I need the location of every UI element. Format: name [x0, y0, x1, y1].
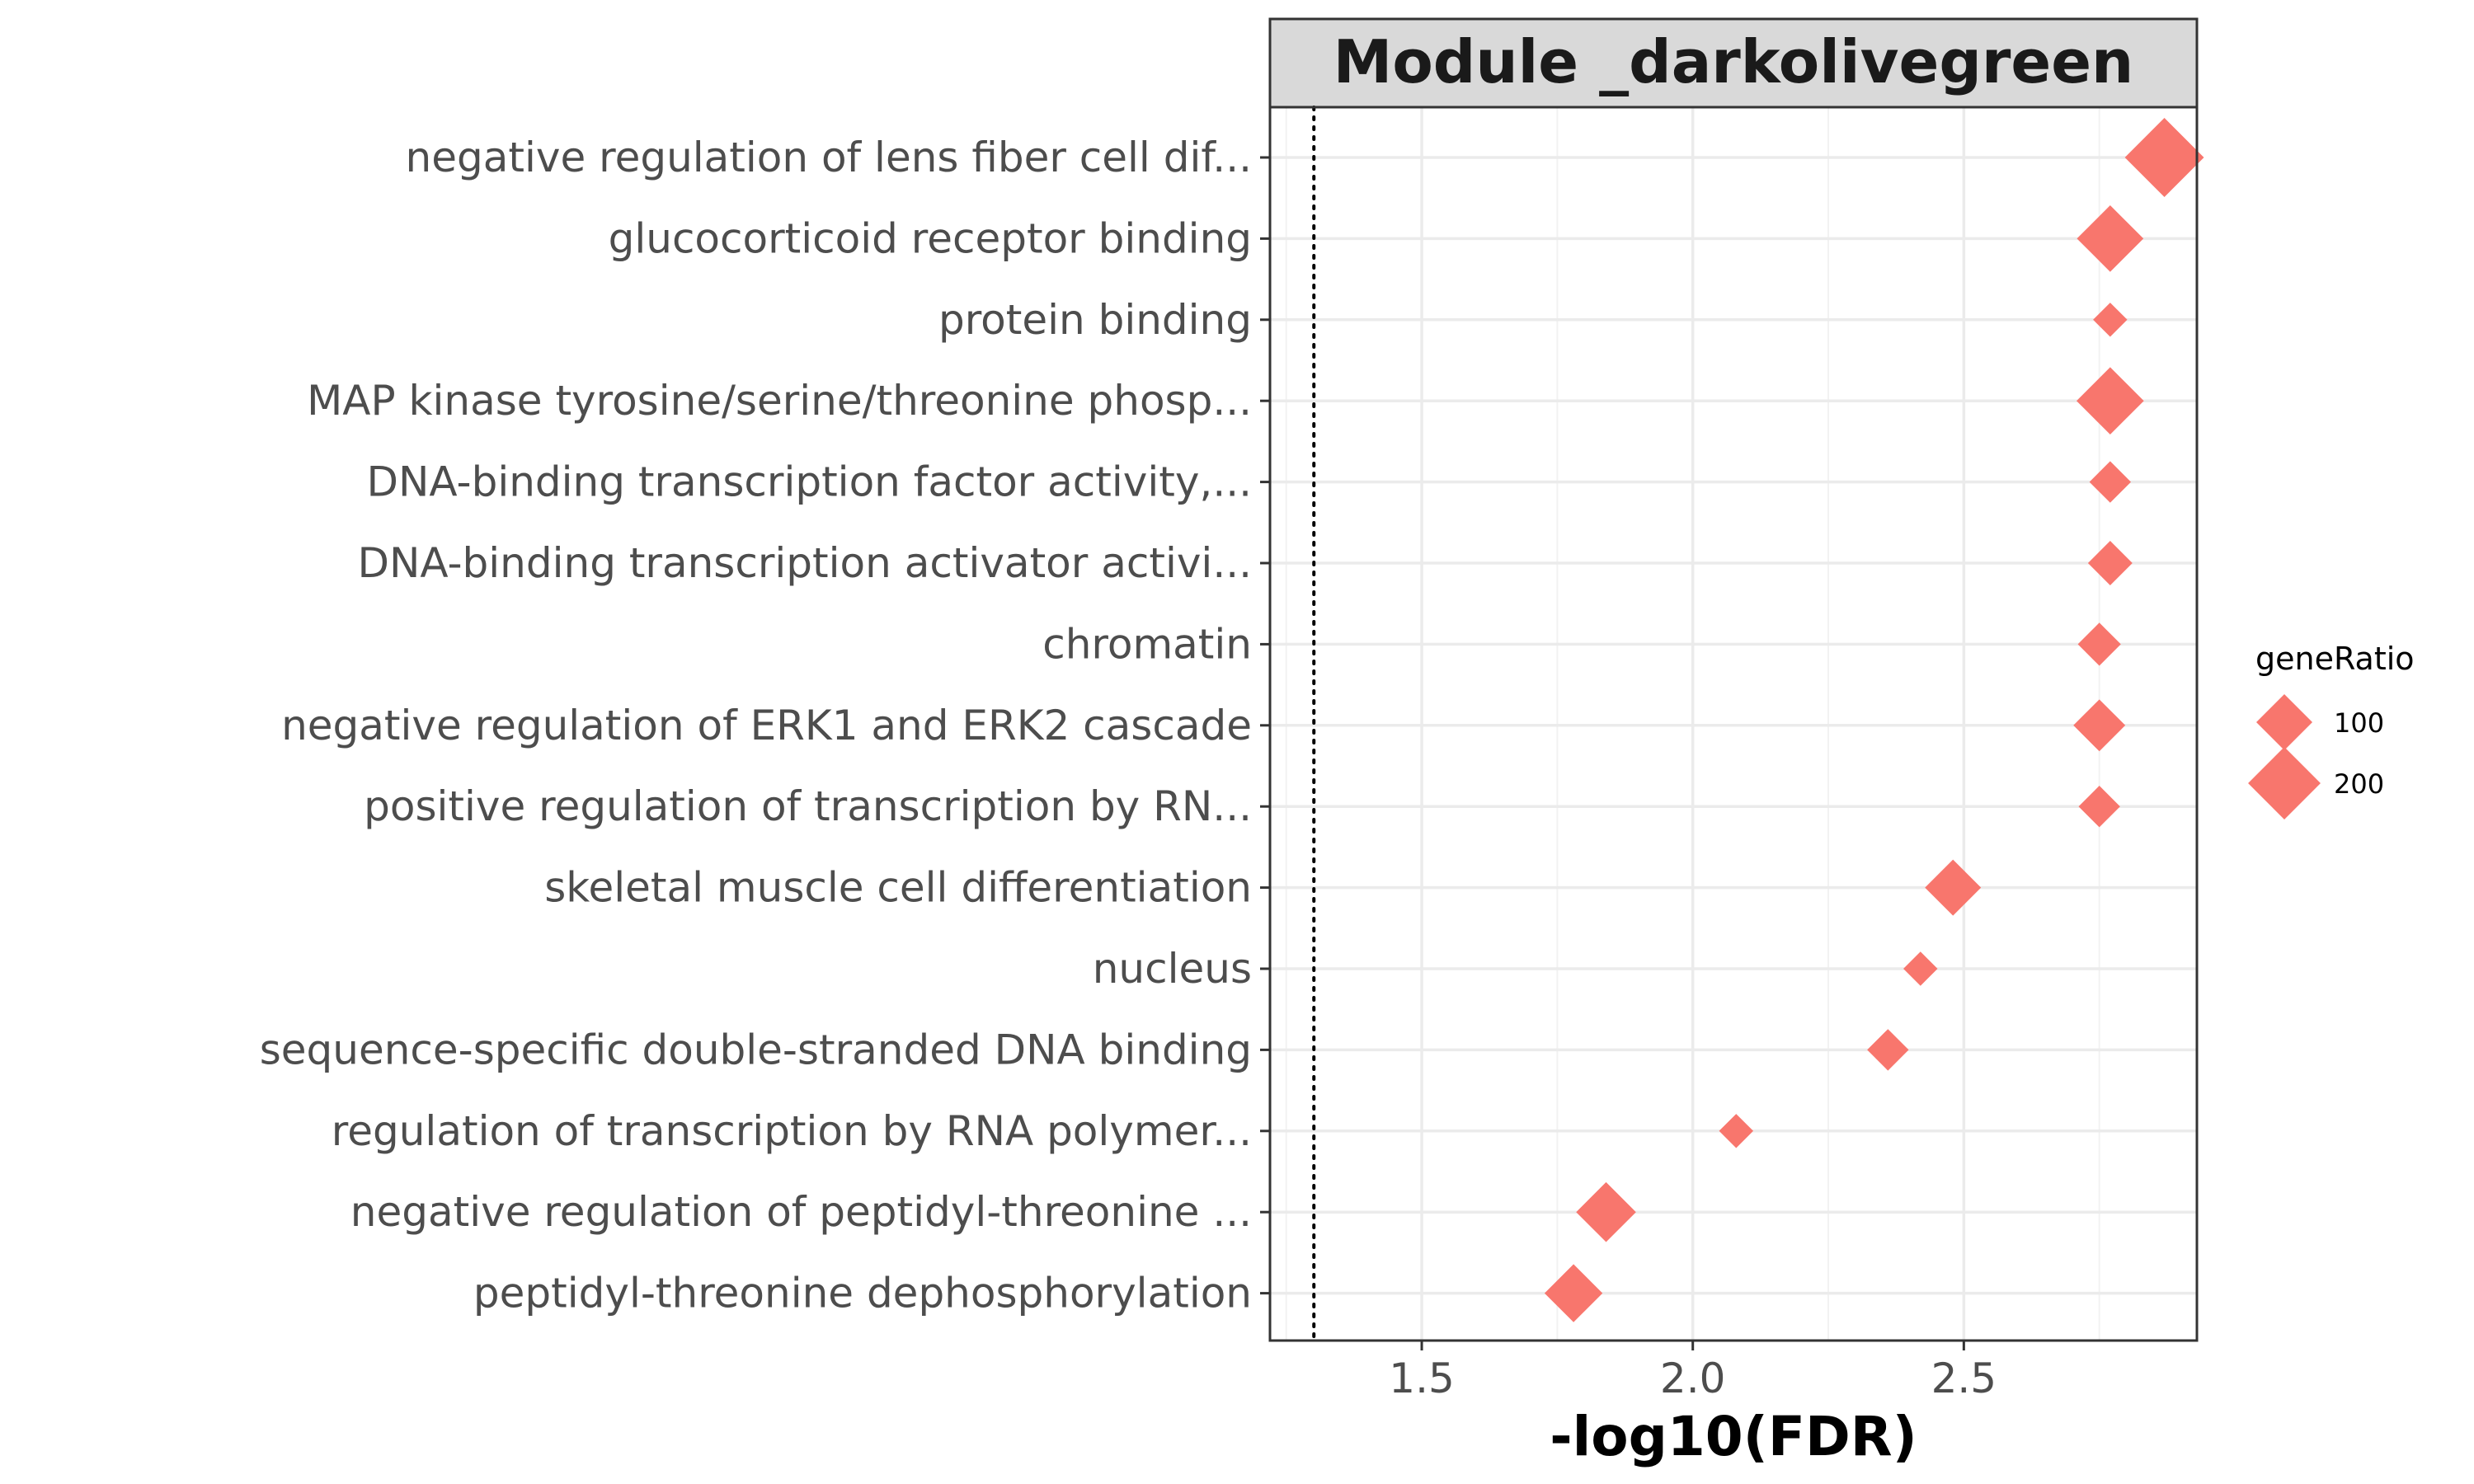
y-tick-label: nucleus [1093, 945, 1252, 993]
legend-label: 200 [2334, 768, 2384, 800]
legend-key [2256, 694, 2312, 750]
x-axis-label: -log10(FDR) [1550, 1405, 1917, 1468]
y-tick-label: negative regulation of peptidyl-threonin… [350, 1188, 1252, 1236]
data-point [1867, 1029, 1909, 1071]
data-point [1576, 1181, 1636, 1242]
facet-strip [1268, 17, 2199, 109]
y-tick-label: negative regulation of ERK1 and ERK2 cas… [281, 702, 1252, 749]
plot-panel [1270, 107, 2197, 1341]
data-point [2073, 699, 2126, 752]
y-tick-label: peptidyl-threonine dephosphorylation [473, 1270, 1252, 1317]
legend-label: 100 [2334, 707, 2384, 739]
data-point [1903, 951, 1938, 986]
data-point [2093, 303, 2128, 337]
y-tick-label: MAP kinase tyrosine/serine/threonine pho… [307, 377, 1252, 425]
y-tick-label: negative regulation of lens fiber cell d… [406, 134, 1252, 181]
data-point [2077, 622, 2121, 666]
data-point [2089, 461, 2132, 503]
grid-layer [1270, 107, 2197, 1341]
chart-title: Module _darkolivegreen [1333, 27, 2134, 96]
x-tick-label: 1.5 [1389, 1355, 1455, 1402]
y-tick-label: sequence-specific double-stranded DNA bi… [260, 1026, 1252, 1073]
y-tick-label: DNA-binding transcription factor activit… [367, 458, 1252, 506]
y-tick-label: chromatin [1042, 620, 1252, 668]
legend-title: geneRatio [2255, 641, 2415, 677]
y-tick-label: positive regulation of transcription by … [364, 782, 1252, 830]
data-point [1719, 1114, 1754, 1148]
legend-key [2248, 747, 2321, 819]
plot-panel-border [1268, 106, 2199, 1342]
data-point [2077, 205, 2144, 272]
data-point [1925, 859, 1982, 916]
y-tick-label: skeletal muscle cell differentiation [544, 864, 1252, 912]
x-axis: 1.5 2.0 2.5 [1389, 1341, 1997, 1402]
y-tick-label: regulation of transcription by RNA polym… [332, 1107, 1252, 1155]
y-tick-label: glucocorticoid receptor binding [609, 214, 1252, 262]
y-tick-label: protein binding [938, 296, 1252, 344]
data-point [2087, 541, 2133, 585]
x-tick-label: 2.0 [1660, 1355, 1726, 1402]
data-point [2078, 786, 2120, 828]
data-point [2077, 367, 2144, 435]
points-layer [1544, 118, 2204, 1322]
y-tick-label: DNA-binding transcription activator acti… [358, 539, 1253, 587]
data-point [2124, 118, 2204, 197]
legend: geneRatio 100 200 [2248, 641, 2415, 819]
data-point [1544, 1264, 1603, 1322]
y-axis: negative regulation of lens fiber cell d… [260, 134, 1270, 1317]
x-tick-label: 2.5 [1931, 1355, 1997, 1402]
